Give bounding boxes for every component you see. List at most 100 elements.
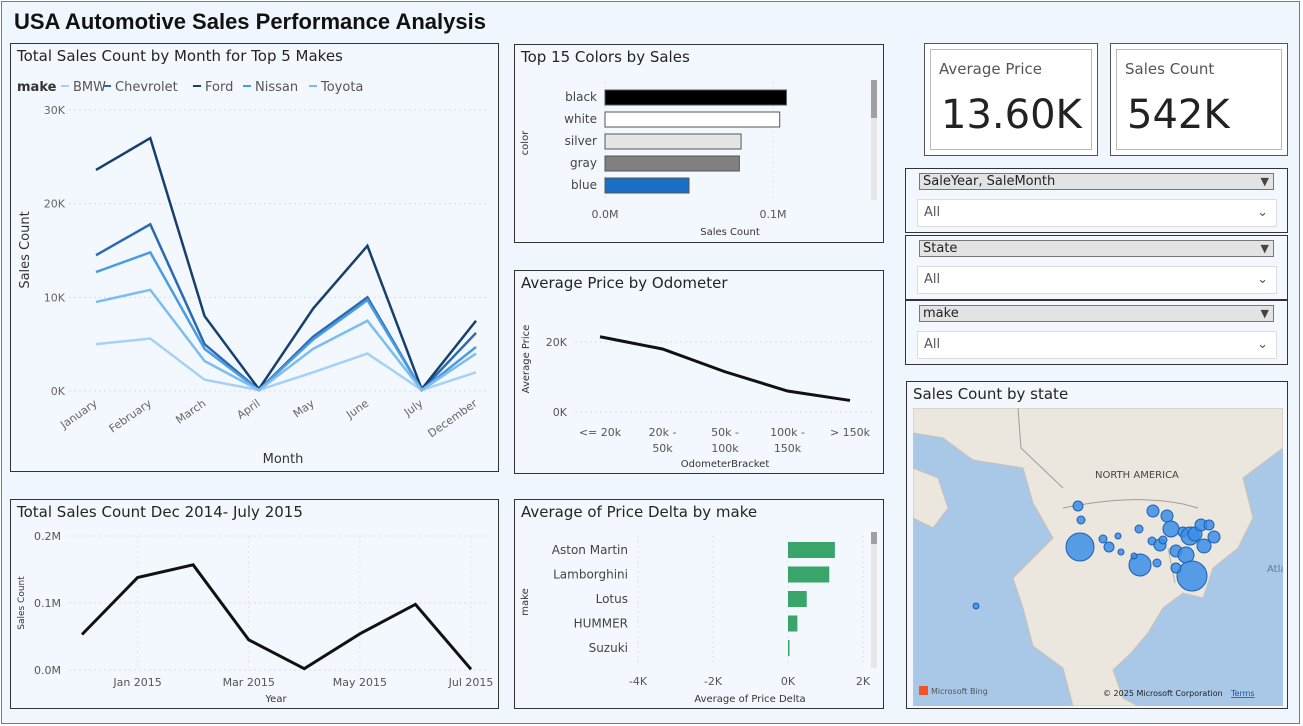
average-price-card: Average Price 13.60K [924, 43, 1098, 156]
x-axis-title: Year [264, 694, 287, 705]
state-bubble[interactable] [1130, 552, 1138, 560]
bar-white [604, 111, 781, 128]
colors-scrollbar[interactable] [871, 80, 877, 200]
x-tick-label: May [291, 397, 317, 421]
state-bubble[interactable] [1196, 538, 1212, 554]
slicer-state-dropdown[interactable]: All ⌄ [917, 266, 1277, 294]
chevron-down-icon: ▼ [1260, 175, 1269, 188]
category-label: Aston Martin [552, 543, 628, 557]
state-bubble[interactable] [1134, 524, 1144, 534]
y-axis-title: Sales Count [18, 211, 33, 288]
bar-silver [604, 133, 742, 150]
x-tick-label: 100k [711, 442, 739, 455]
state-bubble[interactable] [1128, 553, 1152, 577]
chevron-down-icon: ⌄ [1257, 337, 1268, 352]
x-tick-label: January [57, 397, 100, 432]
state-bubble[interactable] [1076, 515, 1086, 525]
average-price-label: Average Price [939, 60, 1042, 78]
colors-chart[interactable]: Top 15 Colors by Sales black white silver g… [514, 44, 884, 243]
state-bubble[interactable] [1162, 520, 1180, 538]
y-axis-title: Average Price [521, 325, 532, 394]
state-bubble[interactable] [1072, 500, 1084, 512]
y-axis-title: make [520, 588, 531, 615]
sales-by-state-map[interactable]: Sales Count by state NORTH AMERICA Atla … [906, 381, 1288, 709]
x-tick-label: 0.0M [592, 208, 619, 221]
map-bing-logo: Microsoft Bing [931, 687, 988, 696]
x-tick-label: June [343, 397, 371, 422]
x-tick-label: Jul 2015 [448, 676, 494, 689]
x-tick-label: July [401, 397, 426, 420]
slicer-sale-date[interactable]: SaleYear, SaleMonth ▼ All ⌄ [905, 168, 1288, 233]
odometer-chart-title: Average Price by Odometer [521, 274, 728, 292]
x-axis-title: Month [263, 452, 304, 467]
x-tick-label: -2K [704, 675, 723, 688]
state-bubble[interactable] [1207, 530, 1221, 544]
y-tick-label: 0K [553, 406, 568, 419]
chevron-down-icon: ▼ [1260, 307, 1269, 320]
state-bubble[interactable] [1160, 509, 1174, 523]
map-edge-label: Atla [1267, 564, 1283, 575]
slicer-make-dropdown[interactable]: All ⌄ [917, 331, 1277, 359]
legend-item: BMW [73, 80, 106, 95]
state-bubble[interactable] [1170, 562, 1182, 574]
series-line-ford [95, 136, 477, 392]
x-tick-label: April [235, 397, 263, 422]
category-label: gray [570, 156, 597, 170]
state-bubble[interactable] [972, 602, 980, 610]
bar-suzuki [788, 640, 790, 656]
chevron-down-icon: ▼ [1260, 242, 1269, 255]
y-axis-title: color [520, 130, 531, 156]
state-bubble[interactable] [1098, 534, 1108, 544]
map-plot[interactable]: NORTH AMERICA Atla Microsoft Bing © 2025… [913, 408, 1283, 706]
price-delta-title: Average of Price Delta by make [521, 503, 758, 521]
x-tick-label: 150k [774, 442, 802, 455]
legend-item: Nissan [255, 80, 298, 95]
slicer-sale-date-header[interactable]: SaleYear, SaleMonth ▼ [919, 173, 1274, 190]
x-tick-label: 20k - [649, 426, 677, 439]
monthly-sales-plot: make BMW Chevrolet Ford Nissan Toyota 30K 20K 10… [17, 80, 486, 467]
map-bubbles[interactable] [972, 500, 1221, 610]
colors-chart-title: Top 15 Colors by Sales [521, 48, 690, 66]
state-bubble[interactable] [1152, 558, 1162, 568]
state-bubble[interactable] [1117, 548, 1125, 556]
x-tick-label: May 2015 [333, 676, 387, 689]
odometer-chart[interactable]: Average Price by Odometer 20K 0K <= 20k 20k… [514, 270, 884, 474]
bar-lotus [788, 591, 807, 607]
slicer-make[interactable]: make ▼ All ⌄ [905, 300, 1288, 365]
series-line-bmw [95, 337, 477, 392]
timeline-chart[interactable]: Total Sales Count Dec 2014- July 2015 0.… [10, 499, 499, 709]
price-delta-plot: -4K -2K 0K 2K Aston Martin Lamborghini Lotus HU… [520, 536, 871, 705]
state-bubble[interactable] [1114, 532, 1122, 540]
delta-scrollbar[interactable] [871, 532, 877, 668]
state-bubble[interactable] [1203, 519, 1215, 531]
timeline-chart-title: Total Sales Count Dec 2014- July 2015 [17, 503, 303, 521]
x-tick-label: 50k - [711, 426, 739, 439]
price-delta-chart[interactable]: Average of Price Delta by make -4K -2K 0K 2… [514, 499, 884, 709]
y-tick-label: 0K [51, 385, 66, 398]
chevron-down-icon: ⌄ [1257, 272, 1268, 287]
slicer-sale-date-dropdown[interactable]: All ⌄ [917, 199, 1277, 227]
odometer-plot: 20K 0K <= 20k 20k - 50k 50k - 100k 100k - 150k > … [521, 325, 875, 470]
sales-count-card: Sales Count 542K [1110, 43, 1288, 156]
state-bubble[interactable] [1158, 535, 1168, 545]
slicer-make-header[interactable]: make ▼ [919, 305, 1274, 322]
category-label: blue [571, 178, 597, 192]
slicer-state-header[interactable]: State ▼ [919, 240, 1274, 257]
slicer-state[interactable]: State ▼ All ⌄ [905, 235, 1288, 300]
legend-item: Chevrolet [115, 80, 178, 95]
map-region-label: NORTH AMERICA [1095, 470, 1179, 481]
map-terms-link[interactable]: Terms [1230, 689, 1255, 698]
y-tick-label: 0.0M [34, 664, 61, 677]
state-bubble[interactable] [1146, 504, 1160, 518]
state-bubble[interactable] [1103, 541, 1115, 553]
chevron-down-icon: ⌄ [1257, 205, 1268, 220]
state-bubble[interactable] [1176, 560, 1208, 592]
category-label: Suzuki [589, 641, 628, 655]
monthly-sales-chart[interactable]: Total Sales Count by Month for Top 5 Mak… [10, 43, 499, 472]
y-tick-label: 10K [44, 291, 66, 304]
legend-item: Toyota [320, 80, 363, 95]
bar-hummer [788, 615, 798, 632]
state-bubble[interactable] [1065, 532, 1095, 562]
x-tick-label: > 150k [830, 426, 871, 439]
